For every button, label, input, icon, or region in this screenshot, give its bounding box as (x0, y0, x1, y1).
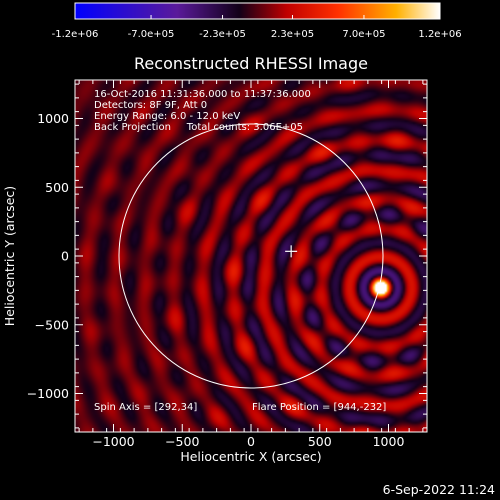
axis-ticks (75, 80, 427, 432)
y-tick-labels: −1000 −500 0 500 1000 (27, 111, 69, 401)
colorbar-tick-label: -2.3e+05 (199, 29, 246, 40)
info-detectors: Detectors: 8F 9F, Att 0 (94, 100, 207, 111)
x-tick-labels: −1000 −500 0 500 1000 (92, 434, 404, 449)
chart-title: Reconstructed RHESSI Image (134, 54, 368, 73)
solar-limb-circle (118, 123, 384, 389)
info-block: 16-Oct-2016 11:31:36.000 to 11:37:36.000… (94, 89, 311, 133)
y-tick-label: −500 (35, 317, 69, 332)
x-tick-label: −500 (165, 434, 199, 449)
x-axis-label: Heliocentric X (arcsec) (180, 449, 321, 464)
x-tick-label: 0 (247, 434, 255, 449)
flare-position-text: Flare Position = [944,-232] (252, 402, 386, 413)
spin-axis-text: Spin Axis = [292,34] (94, 402, 197, 413)
heatmap-image (75, 80, 427, 432)
x-tick-label: 500 (308, 434, 332, 449)
colorbar-tick-label: 1.2e+06 (418, 29, 461, 40)
footer-timestamp: 6-Sep-2022 11:24 (383, 482, 495, 497)
colorbar-tick-label: -7.0e+05 (128, 29, 175, 40)
y-tick-label: −1000 (27, 386, 69, 401)
colorbar-tick-label: 2.3e+05 (271, 29, 314, 40)
info-time-range: 16-Oct-2016 11:31:36.000 to 11:37:36.000 (94, 89, 311, 100)
colorbar-tick-label: -1.2e+06 (52, 29, 99, 40)
y-axis-label: Heliocentric Y (arcsec) (2, 186, 17, 326)
info-energy-range: Energy Range: 6.0 - 12.0 keV (94, 111, 240, 122)
y-tick-label: 1000 (37, 111, 69, 126)
x-tick-label: 1000 (373, 434, 405, 449)
colorbar: -1.2e+06 -7.0e+05 -2.3e+05 2.3e+05 7.0e+05 1.… (52, 2, 462, 40)
colorbar-gradient (74, 2, 441, 20)
info-method-counts: Back Projection Total counts: 3.06E+05 (94, 122, 303, 133)
colorbar-ticks (74, 15, 441, 19)
colorbar-tick-labels: -1.2e+06 -7.0e+05 -2.3e+05 2.3e+05 7.0e+05 1.… (52, 29, 462, 40)
spin-axis-marker (285, 245, 298, 258)
y-tick-label: 500 (45, 180, 69, 195)
colorbar-tick-label: 7.0e+05 (342, 29, 385, 40)
x-tick-label: −1000 (92, 434, 134, 449)
heatmap-area (75, 80, 427, 432)
y-tick-label: 0 (61, 249, 69, 264)
